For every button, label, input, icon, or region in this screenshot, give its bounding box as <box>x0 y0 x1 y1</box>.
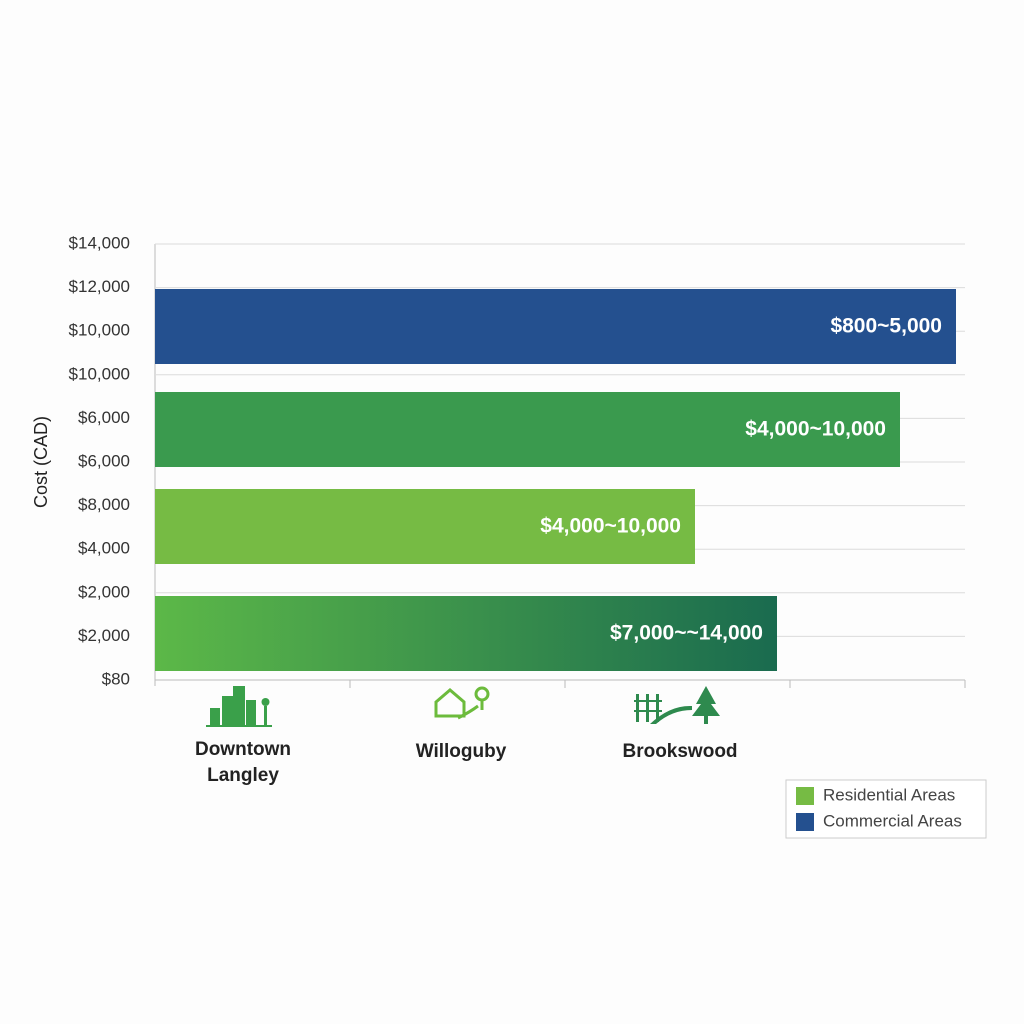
y-tick-label: $6,000 <box>78 408 130 427</box>
legend-swatch <box>796 787 814 805</box>
y-tick-label: $14,000 <box>69 233 130 252</box>
bar-value-label: $7,000~~14,000 <box>610 622 763 645</box>
icon-downtown <box>206 686 272 727</box>
bar-value-label: $800~5,000 <box>830 315 942 338</box>
y-tick-label: $2,000 <box>78 626 130 645</box>
bar <box>155 289 956 364</box>
bar-value-label: $4,000~10,000 <box>745 418 886 441</box>
bar-value-label: $4,000~10,000 <box>540 515 681 538</box>
x-tick-label: Downtown Langley <box>195 739 291 786</box>
icon-willoguby <box>434 686 490 720</box>
x-tick-label: Willoguby <box>416 741 507 762</box>
legend-box <box>785 779 987 839</box>
bar <box>155 489 695 564</box>
bar <box>155 596 777 671</box>
icon-brookswood <box>634 686 720 724</box>
legend-label: Commercial Areas <box>823 811 962 830</box>
y-tick-label: $4,000 <box>78 539 130 558</box>
x-ticks <box>349 680 966 688</box>
legend-label: Residential Areas <box>823 785 955 804</box>
legend-swatch <box>796 813 814 831</box>
y-tick-label: $2,000 <box>78 582 130 601</box>
y-tick-label: $10,000 <box>69 364 130 383</box>
y-tick-label: $8,000 <box>78 495 130 514</box>
y-tick-label: $80 <box>102 669 130 688</box>
y-tick-label: $10,000 <box>69 321 130 340</box>
bar <box>155 392 900 467</box>
legend: Residential Areas Commercial Areas <box>785 779 987 839</box>
y-axis-title: Cost (CAD) <box>31 416 51 508</box>
y-tick-label: $12,000 <box>69 277 130 296</box>
x-tick-label: Brookswood <box>622 741 737 762</box>
y-tick-label: $6,000 <box>78 451 130 470</box>
